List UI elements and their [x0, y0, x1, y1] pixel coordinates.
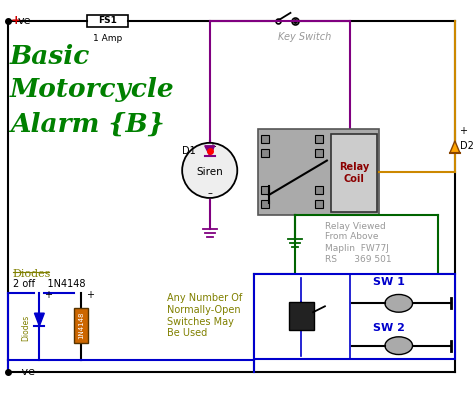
Bar [315, 186, 323, 194]
Bar [74, 308, 88, 343]
Bar [254, 274, 455, 360]
Text: Motorcycle: Motorcycle [10, 77, 174, 102]
Text: Diodes: Diodes [13, 269, 51, 279]
Text: D1: D1 [182, 146, 196, 156]
Text: –: – [207, 188, 212, 198]
Text: +: + [44, 290, 52, 301]
Text: +: + [11, 14, 21, 27]
Text: Maplin  FW77J
RS      369 501: Maplin FW77J RS 369 501 [325, 244, 392, 264]
Text: ve: ve [18, 367, 35, 377]
Text: Alarm {B}: Alarm {B} [10, 111, 164, 136]
Text: SW 1: SW 1 [373, 277, 405, 286]
Bar [261, 186, 269, 194]
Text: –: – [11, 366, 17, 379]
Text: ve: ve [18, 16, 31, 26]
Text: D2: D2 [460, 141, 474, 151]
Text: Relay Viewed
From Above: Relay Viewed From Above [325, 222, 386, 241]
Bar [315, 149, 323, 157]
Text: Basic: Basic [10, 44, 90, 70]
Bar [315, 135, 323, 143]
Bar [331, 134, 377, 212]
Text: Any Number Of
Normally-Open
Switches May
Be Used: Any Number Of Normally-Open Switches May… [167, 294, 243, 338]
Bar [261, 135, 269, 143]
Text: Relay
Coil: Relay Coil [339, 162, 369, 184]
Text: +: + [208, 142, 216, 152]
Text: Siren: Siren [196, 167, 223, 177]
Polygon shape [35, 313, 44, 326]
Polygon shape [450, 141, 460, 153]
Text: Diodes: Diodes [21, 315, 30, 341]
Text: +: + [86, 290, 94, 301]
Text: SW 2: SW 2 [373, 323, 405, 333]
Text: +: + [459, 126, 467, 136]
Bar [261, 200, 269, 208]
Circle shape [182, 143, 237, 198]
Polygon shape [205, 146, 215, 156]
Text: 1 Amp: 1 Amp [93, 33, 122, 42]
Bar [258, 129, 379, 215]
Ellipse shape [385, 337, 412, 354]
Text: 2 off    1N4148: 2 off 1N4148 [13, 279, 85, 289]
Bar [290, 302, 314, 330]
Bar [315, 200, 323, 208]
Text: FS1: FS1 [98, 16, 117, 25]
Bar [261, 149, 269, 157]
Ellipse shape [385, 294, 412, 312]
Text: 1N4148: 1N4148 [78, 311, 84, 339]
Bar [87, 15, 128, 27]
Text: Key Switch: Key Switch [278, 31, 331, 42]
